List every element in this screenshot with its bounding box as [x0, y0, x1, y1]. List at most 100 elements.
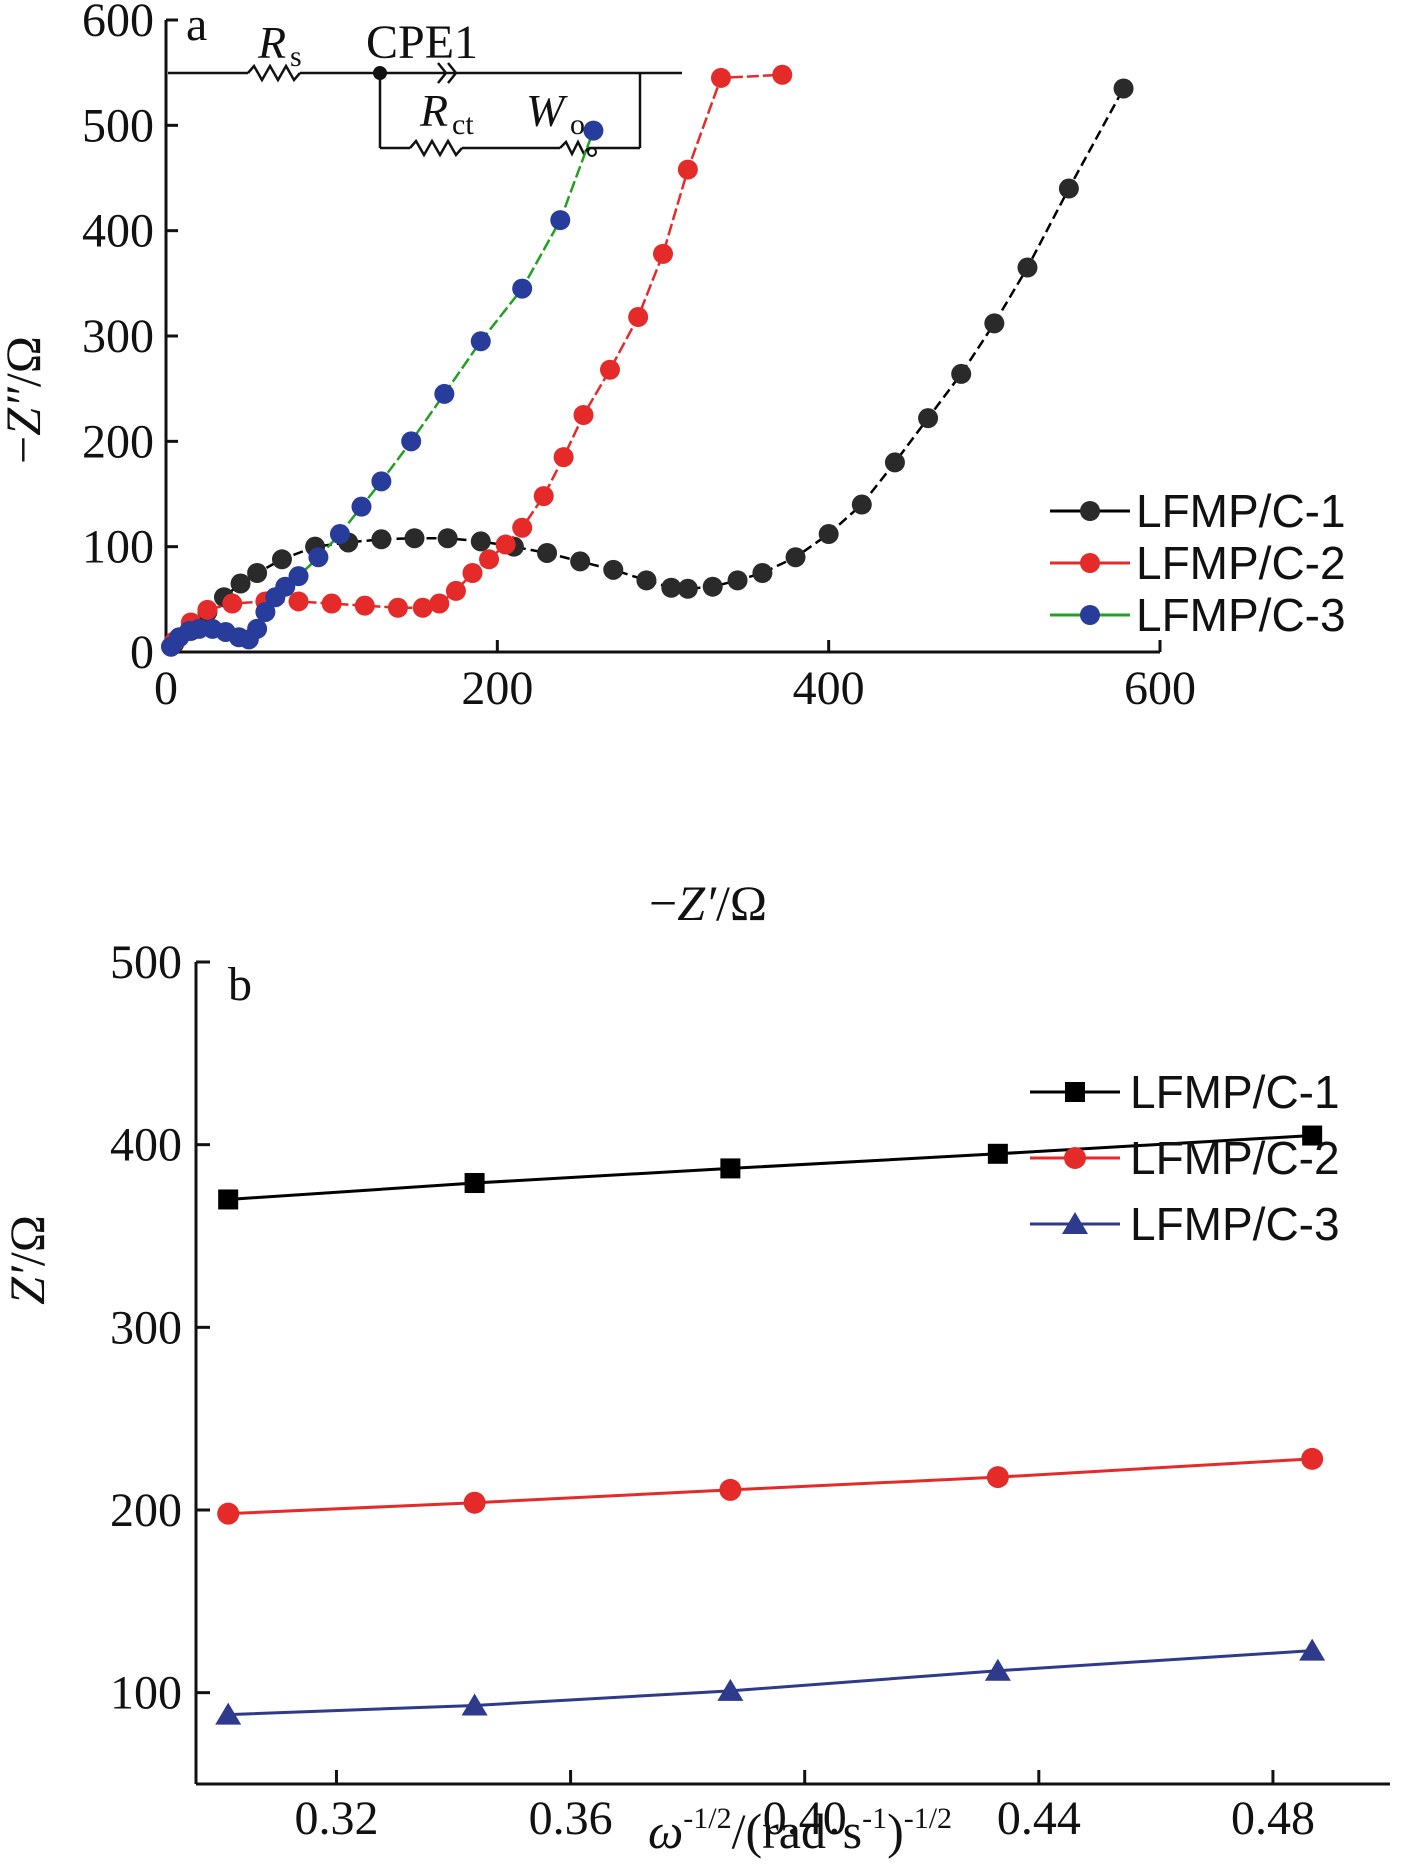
panel-a-point-1 [636, 570, 657, 591]
panel-a-point-2 [599, 359, 620, 380]
panel-a-point-1 [1017, 257, 1038, 278]
panel-a-x-tick-label: 200 [461, 662, 533, 715]
panel-b-point-3 [1299, 1638, 1326, 1661]
panel-a-y-tick-label: 200 [82, 415, 154, 468]
panel-a-legend-label-2: LFMP/C-2 [1136, 537, 1346, 589]
panel-a-point-2 [354, 595, 375, 616]
panel-a-point-2 [573, 405, 594, 425]
wo-label: W [526, 85, 568, 136]
panel-a-x-tick-label: 0 [154, 662, 178, 715]
panel-a-point-2 [512, 517, 533, 538]
panel-a-y-tick-label: 100 [82, 521, 154, 574]
panel-b-point-1 [218, 1189, 239, 1210]
panel-a-point-1 [437, 528, 458, 549]
panel-b-x-axis-title: ω-1/2/(rad·s-1)-1/2 [648, 1802, 952, 1859]
panel-b-y-tick-label: 400 [110, 1119, 182, 1172]
panel-b-series-line-3 [228, 1649, 1313, 1717]
panel-a-point-3 [401, 431, 422, 452]
panel-a-point-2 [677, 159, 698, 180]
panel-a-point-3 [371, 471, 392, 492]
panel-b-label: b [228, 958, 252, 1011]
panel-a-point-1 [230, 573, 251, 594]
panel-b-x-tick-label: 0.48 [1231, 1792, 1315, 1845]
panel-a-point-1 [537, 542, 558, 563]
panel-a-series-line-3 [170, 130, 595, 648]
panel-a-point-2 [321, 593, 342, 614]
panel-a-point-2 [387, 597, 408, 618]
panel-b-x-tick-label: 0.36 [529, 1792, 613, 1845]
panel-a-point-2 [495, 534, 516, 555]
panel-b-x-tick-label: 0.40 [763, 1792, 847, 1845]
panel-a-y-tick-label: 300 [82, 310, 154, 363]
panel-a-x-axis-title: −Z′/Ω [649, 875, 767, 931]
panel-a-y-tick-label: 600 [82, 0, 154, 47]
panel-a-y-tick-label: 0 [130, 626, 154, 679]
panel-a-point-2 [653, 243, 673, 264]
panel-a-y-tick-label: 400 [82, 205, 154, 258]
panel-a-point-1 [951, 363, 972, 384]
panel-b-point-3 [717, 1678, 744, 1701]
panel-b-chart: b Z′/Ω ω-1/2/(rad·s-1)-1/2 0.32 0.36 0.40 0… [0, 936, 1390, 1859]
panel-a-point-1 [677, 578, 698, 599]
panel-a-legend-marker-2 [1080, 553, 1100, 573]
panel-a-point-3 [434, 383, 455, 404]
panel-b-point-1 [464, 1173, 485, 1194]
panel-a-point-1 [851, 494, 872, 515]
panel-a-point-3 [247, 618, 268, 639]
panel-a-point-2 [772, 64, 793, 85]
panel-a-point-1 [404, 528, 425, 549]
panel-a-point-1 [570, 551, 591, 572]
panel-b-point-3 [984, 1658, 1011, 1681]
panel-a-point-1 [984, 313, 1005, 334]
panel-a-point-2 [197, 599, 218, 620]
panel-b-legend-label-3: LFMP/C-3 [1130, 1198, 1340, 1250]
panel-a-chart: a R s CPE1 R ct W o −Z′/Ω −Z″/Ω 0 20 [0, 0, 1346, 931]
panel-a-point-1 [1113, 78, 1134, 99]
rs-label: R [257, 17, 286, 68]
rct-sub: ct [452, 108, 474, 141]
cpe-label: CPE1 [366, 16, 478, 69]
panel-a-label: a [186, 0, 207, 51]
panel-a-point-1 [884, 452, 905, 473]
panel-a-series-line-2 [173, 73, 783, 643]
panel-a-point-3 [583, 120, 604, 141]
panel-a-point-1 [247, 563, 268, 583]
panel-b-y-tick-label: 500 [110, 936, 182, 989]
panel-a-legend-marker-1 [1080, 501, 1100, 521]
panel-a-y-axis-title: −Z″/Ω [0, 336, 51, 464]
panel-b-point-1 [720, 1158, 741, 1179]
panel-b-point-1 [1302, 1125, 1323, 1146]
panel-b-point-2 [217, 1502, 240, 1525]
panel-a-point-1 [470, 531, 491, 552]
panel-a-point-3 [470, 331, 491, 352]
panel-a-point-1 [752, 563, 773, 583]
panel-b-legend-marker-3 [1062, 1212, 1088, 1234]
panel-b-point-2 [719, 1478, 742, 1501]
panel-a-point-2 [462, 563, 483, 583]
panel-a-point-1 [918, 408, 939, 429]
panel-a-legend-label-1: LFMP/C-1 [1136, 485, 1346, 537]
panel-a-point-1 [371, 529, 392, 550]
panel-b-x-tick-label: 0.32 [294, 1792, 378, 1845]
panel-a-y-tick-label: 500 [82, 99, 154, 152]
panel-a-point-1 [785, 547, 806, 568]
panel-a-point-2 [533, 486, 554, 507]
panel-a-point-2 [222, 593, 243, 614]
panel-b-legend-marker-1 [1065, 1082, 1085, 1102]
panel-a-legend-marker-3 [1080, 605, 1100, 625]
panel-b-series-line-2 [228, 1457, 1313, 1516]
panel-b-point-3 [215, 1702, 242, 1725]
rct-label: R [419, 85, 448, 136]
wo-sub: o [570, 108, 585, 141]
panel-a-point-3 [512, 278, 533, 299]
panel-a-point-1 [1058, 178, 1079, 199]
panel-a-point-2 [628, 307, 649, 328]
panel-a-point-1 [727, 570, 748, 591]
panel-b-x-tick-label: 0.44 [997, 1792, 1081, 1845]
panel-a-point-2 [412, 597, 433, 618]
panel-b-point-2 [463, 1491, 486, 1514]
panel-a-point-1 [271, 549, 292, 570]
equivalent-circuit: R s CPE1 R ct W o [168, 16, 682, 158]
panel-a-point-2 [288, 591, 309, 612]
